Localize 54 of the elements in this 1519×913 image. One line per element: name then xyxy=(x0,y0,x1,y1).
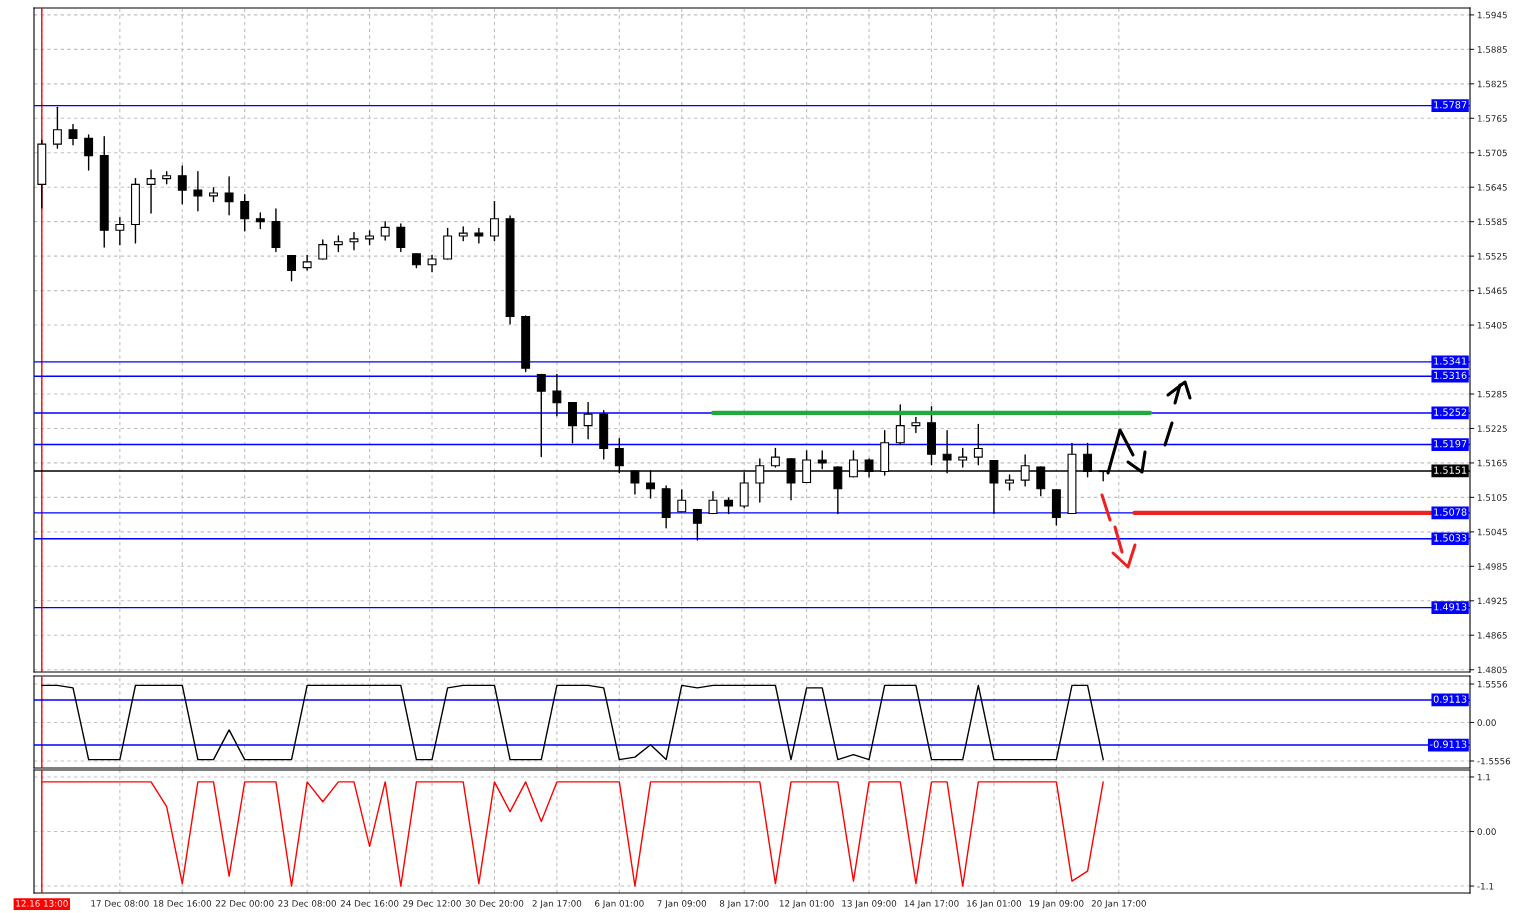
y-tick-label: 1.4925 xyxy=(1477,597,1507,605)
ref-line-label: 1.5151 xyxy=(1434,466,1467,474)
y-tick-label: 0.00 xyxy=(1477,719,1496,726)
x-tick-label: 29 Dec 12:00 xyxy=(403,900,461,907)
x-tick-label: 12.16 13:00 xyxy=(16,900,68,907)
y-tick-label: 1.5225 xyxy=(1477,425,1507,432)
x-tick-label: 13 Jan 09:00 xyxy=(842,900,897,909)
ref-line-label: 1.5252 xyxy=(1434,408,1467,416)
y-tick-label: -1.5556 xyxy=(1477,757,1511,765)
ref-line-label: 1.5316 xyxy=(1434,371,1467,380)
x-tick-label: 2 Jan 17:00 xyxy=(532,900,582,909)
ref-line-label: -0.9113 xyxy=(1430,740,1467,748)
x-tick-label: 20 Jan 17:00 xyxy=(1091,900,1146,909)
y-tick-label: 1.4985 xyxy=(1477,563,1507,570)
y-tick-label: -1.1 xyxy=(1477,883,1494,890)
ref-line-label: 1.5341 xyxy=(1434,357,1467,365)
y-tick-label: 0.00 xyxy=(1477,828,1496,835)
y-tick-label: 1.5285 xyxy=(1477,390,1507,398)
x-tick-label: 7 Jan 09:00 xyxy=(657,900,707,909)
x-tick-label: 23 Dec 08:00 xyxy=(278,900,336,907)
x-tick-label: 16 Jan 01:00 xyxy=(967,900,1022,909)
y-tick-label: 1.5705 xyxy=(1477,149,1507,157)
y-tick-label: 1.5556 xyxy=(1477,680,1508,688)
x-tick-label: 24 Dec 16:00 xyxy=(340,900,399,907)
x-tick-label: 8 Jan 17:00 xyxy=(719,900,769,909)
ref-line-label: 0.9113 xyxy=(1433,695,1467,703)
y-tick-label: 1.1 xyxy=(1477,773,1491,781)
y-tick-label: 1.5885 xyxy=(1477,46,1507,53)
y-tick-label: 1.5165 xyxy=(1477,459,1507,467)
x-tick-label: 12 Jan 01:00 xyxy=(779,900,834,909)
x-tick-label: 19 Jan 09:00 xyxy=(1029,900,1084,909)
ref-line-label: 1.5033 xyxy=(1434,534,1467,542)
x-tick-label: 17 Dec 08:00 xyxy=(91,900,149,907)
x-tick-label: 22 Dec 00:00 xyxy=(215,900,274,907)
y-tick-label: 1.5045 xyxy=(1477,528,1507,536)
y-tick-label: 1.5825 xyxy=(1477,80,1507,88)
y-tick-label: 1.5105 xyxy=(1477,494,1507,501)
y-tick-label: 1.5585 xyxy=(1477,218,1507,226)
x-tick-label: 6 Jan 01:00 xyxy=(595,900,644,909)
y-tick-label: 1.5525 xyxy=(1477,252,1507,260)
y-tick-label: 1.4865 xyxy=(1477,632,1507,639)
y-tick-label: 1.5465 xyxy=(1477,287,1507,295)
x-tick-label: 18 Dec 16:00 xyxy=(153,900,212,907)
x-tick-label: 14 Jan 17:00 xyxy=(904,900,959,909)
y-tick-label: 1.4805 xyxy=(1477,666,1507,674)
y-tick-label: 1.5945 xyxy=(1477,11,1507,19)
y-tick-label: 1.5405 xyxy=(1477,321,1507,329)
x-tick-label: 30 Dec 20:00 xyxy=(465,900,524,907)
ref-line-label: 1.5197 xyxy=(1434,440,1467,448)
y-tick-label: 1.5645 xyxy=(1477,184,1507,191)
ref-line-label: 1.4913 xyxy=(1434,603,1467,611)
ref-line-label: 1.5787 xyxy=(1434,101,1467,109)
ref-line-label: 1.5078 xyxy=(1434,508,1467,516)
y-tick-label: 1.5765 xyxy=(1477,115,1507,122)
